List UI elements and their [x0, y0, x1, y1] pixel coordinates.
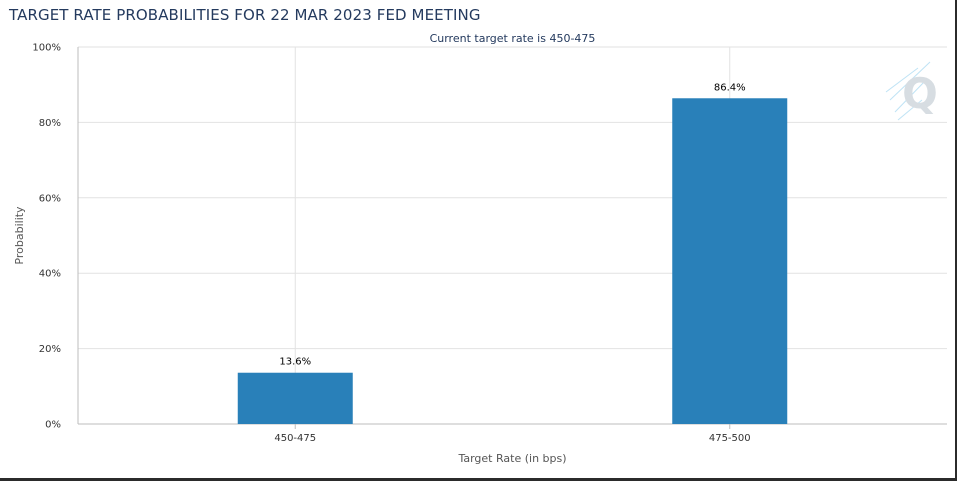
bar-450-475 — [237, 372, 353, 424]
y-tick-label: 80% — [39, 118, 61, 129]
x-tick-label: 450-475 — [274, 433, 316, 444]
data-label: 13.6% — [279, 357, 311, 368]
x-tick-label: 475-500 — [709, 433, 751, 444]
y-tick-label: 20% — [39, 344, 61, 355]
bar-475-500 — [672, 98, 788, 424]
y-tick-label: 0% — [45, 420, 61, 431]
y-tick-label: 40% — [39, 269, 61, 280]
y-tick-label: 60% — [39, 193, 61, 204]
watermark-logo-icon: Q — [885, 61, 938, 121]
svg-text:Q: Q — [902, 69, 938, 118]
y-tick-label: 100% — [32, 43, 61, 54]
y-axis-title: Probability — [13, 206, 26, 265]
chart-subtitle: Current target rate is 450-475 — [430, 32, 596, 45]
data-label: 86.4% — [714, 82, 746, 93]
chart-title: TARGET RATE PROBABILITIES FOR 22 MAR 202… — [9, 6, 481, 24]
x-axis-title: Target Rate (in bps) — [457, 452, 566, 465]
